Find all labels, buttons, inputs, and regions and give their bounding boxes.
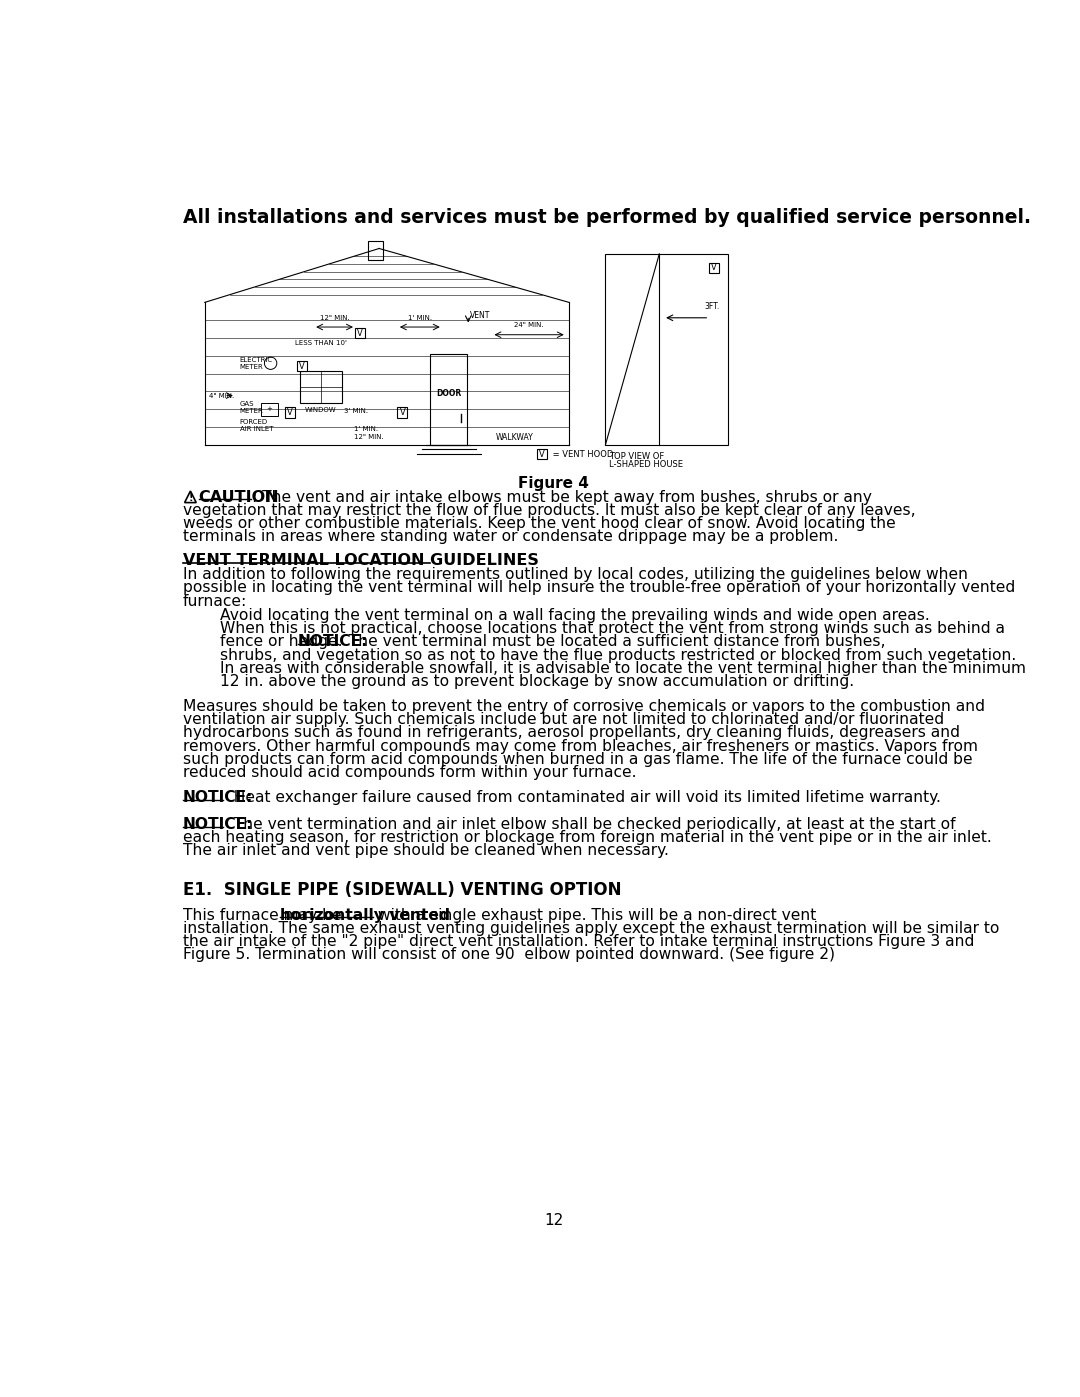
Text: Figure 5. Termination will consist of one 90  elbow pointed downward. (See figur: Figure 5. Termination will consist of on… <box>183 947 835 963</box>
Text: WINDOW: WINDOW <box>306 407 337 414</box>
Text: Avoid locating the vent terminal on a wall facing the prevailing winds and wide : Avoid locating the vent terminal on a wa… <box>220 608 930 623</box>
Text: such products can form acid compounds when burned in a gas flame. The life of th: such products can form acid compounds wh… <box>183 752 973 767</box>
Text: ELECTRIC: ELECTRIC <box>240 358 273 363</box>
Bar <box>299 372 342 404</box>
Text: METER: METER <box>240 365 264 370</box>
Bar <box>285 408 295 418</box>
Text: In areas with considerable snowfall, it is advisable to locate the vent terminal: In areas with considerable snowfall, it … <box>220 661 1026 676</box>
Text: furnace:: furnace: <box>183 594 247 609</box>
Bar <box>537 448 546 460</box>
Text: GAS: GAS <box>240 401 254 407</box>
Text: FORCED: FORCED <box>240 419 268 425</box>
Text: : The vent and air intake elbows must be kept away from bushes, shrubs or any: : The vent and air intake elbows must be… <box>252 489 872 504</box>
Text: TOP VIEW OF: TOP VIEW OF <box>609 451 664 461</box>
Text: 12: 12 <box>544 1214 563 1228</box>
Text: 1' MIN.: 1' MIN. <box>408 314 432 321</box>
Text: 1' MIN.: 1' MIN. <box>354 426 378 432</box>
Text: DOOR: DOOR <box>436 388 461 398</box>
Text: NOTICE:: NOTICE: <box>183 817 254 833</box>
Text: +: + <box>266 407 272 412</box>
Text: 3' MIN.: 3' MIN. <box>343 408 368 414</box>
Text: reduced should acid compounds form within your furnace.: reduced should acid compounds form withi… <box>183 764 636 780</box>
Text: removers. Other harmful compounds may come from bleaches, air fresheners or mast: removers. Other harmful compounds may co… <box>183 739 978 753</box>
Bar <box>354 328 365 338</box>
Text: with a single exhaust pipe. This will be a non-direct vent: with a single exhaust pipe. This will be… <box>373 908 816 923</box>
Text: !: ! <box>188 493 192 503</box>
Text: shrubs, and vegetation so as not to have the flue products restricted or blocked: shrubs, and vegetation so as not to have… <box>220 648 1016 662</box>
Bar <box>367 240 383 260</box>
Text: fence or hedge.: fence or hedge. <box>220 634 348 650</box>
Text: In addition to following the requirements outlined by local codes, utilizing the: In addition to following the requirement… <box>183 567 968 583</box>
Text: E1.  SINGLE PIPE (SIDEWALL) VENTING OPTION: E1. SINGLE PIPE (SIDEWALL) VENTING OPTIO… <box>183 882 622 900</box>
Text: the air intake of the "2 pipe" direct vent installation. Refer to intake termina: the air intake of the "2 pipe" direct ve… <box>183 935 974 950</box>
Text: V: V <box>711 263 717 272</box>
Text: V: V <box>539 450 544 458</box>
Bar <box>606 254 728 444</box>
Text: weeds or other combustible materials. Keep the vent hood clear of snow. Avoid lo: weeds or other combustible materials. Ke… <box>183 515 895 531</box>
Text: terminals in areas where standing water or condensate drippage may be a problem.: terminals in areas where standing water … <box>183 529 838 543</box>
Text: V: V <box>287 408 293 416</box>
Text: 4" MIN.: 4" MIN. <box>208 393 234 398</box>
Text: The air inlet and vent pipe should be cleaned when necessary.: The air inlet and vent pipe should be cl… <box>183 844 669 858</box>
Text: The vent terminal must be located a sufficient distance from bushes,: The vent terminal must be located a suff… <box>339 634 886 650</box>
Text: 3FT.: 3FT. <box>704 302 719 312</box>
Text: AIR INLET: AIR INLET <box>240 426 273 432</box>
Bar <box>397 408 407 418</box>
Text: VENT TERMINAL LOCATION GUIDELINES: VENT TERMINAL LOCATION GUIDELINES <box>183 553 539 567</box>
Text: 12" MIN.: 12" MIN. <box>320 314 350 321</box>
Bar <box>297 362 307 372</box>
Text: V: V <box>299 362 305 370</box>
Text: 24" MIN.: 24" MIN. <box>514 321 543 328</box>
Text: L-SHAPED HOUSE: L-SHAPED HOUSE <box>609 460 684 468</box>
Text: LESS THAN 10': LESS THAN 10' <box>296 341 348 346</box>
Text: = VENT HOOD: = VENT HOOD <box>550 450 613 458</box>
Text: installation. The same exhaust venting guidelines apply except the exhaust termi: installation. The same exhaust venting g… <box>183 921 999 936</box>
Text: each heating season, for restriction or blockage from foreign material in the ve: each heating season, for restriction or … <box>183 830 991 845</box>
Text: VENT: VENT <box>470 312 490 320</box>
Text: This furnace may be: This furnace may be <box>183 908 347 923</box>
Text: When this is not practical, choose locations that protect the vent from strong w: When this is not practical, choose locat… <box>220 622 1005 637</box>
Bar <box>260 404 278 415</box>
Text: ventilation air supply. Such chemicals include but are not limited to chlorinate: ventilation air supply. Such chemicals i… <box>183 712 944 728</box>
Text: V: V <box>400 408 405 416</box>
Text: NOTICE:: NOTICE: <box>183 791 254 805</box>
Text: Figure 4: Figure 4 <box>518 475 589 490</box>
Text: All installations and services must be performed by qualified service personnel.: All installations and services must be p… <box>183 208 1031 226</box>
Bar <box>430 353 468 444</box>
Text: possible in locating the vent terminal will help insure the trouble-free operati: possible in locating the vent terminal w… <box>183 581 1015 595</box>
Text: hydrocarbons such as found in refrigerants, aerosol propellants, dry cleaning fl: hydrocarbons such as found in refrigeran… <box>183 725 960 740</box>
Text: V: V <box>356 328 363 338</box>
Text: Heat exchanger failure caused from contaminated air will void its limited lifeti: Heat exchanger failure caused from conta… <box>225 791 941 805</box>
Text: Measures should be taken to prevent the entry of corrosive chemicals or vapors t: Measures should be taken to prevent the … <box>183 700 985 714</box>
Text: CAUTION: CAUTION <box>199 489 279 504</box>
Text: 12" MIN.: 12" MIN. <box>354 434 384 440</box>
Text: vegetation that may restrict the flow of flue products. It must also be kept cle: vegetation that may restrict the flow of… <box>183 503 916 518</box>
Text: The vent termination and air inlet elbow shall be checked periodically, at least: The vent termination and air inlet elbow… <box>225 817 956 833</box>
Text: WALKWAY: WALKWAY <box>496 433 534 443</box>
Text: 12 in. above the ground as to prevent blockage by snow accumulation or drifting.: 12 in. above the ground as to prevent bl… <box>220 673 854 689</box>
Text: METER: METER <box>240 408 264 414</box>
Text: horizontally vented: horizontally vented <box>281 908 450 923</box>
Text: NOTICE:: NOTICE: <box>298 634 368 650</box>
Bar <box>708 263 719 272</box>
